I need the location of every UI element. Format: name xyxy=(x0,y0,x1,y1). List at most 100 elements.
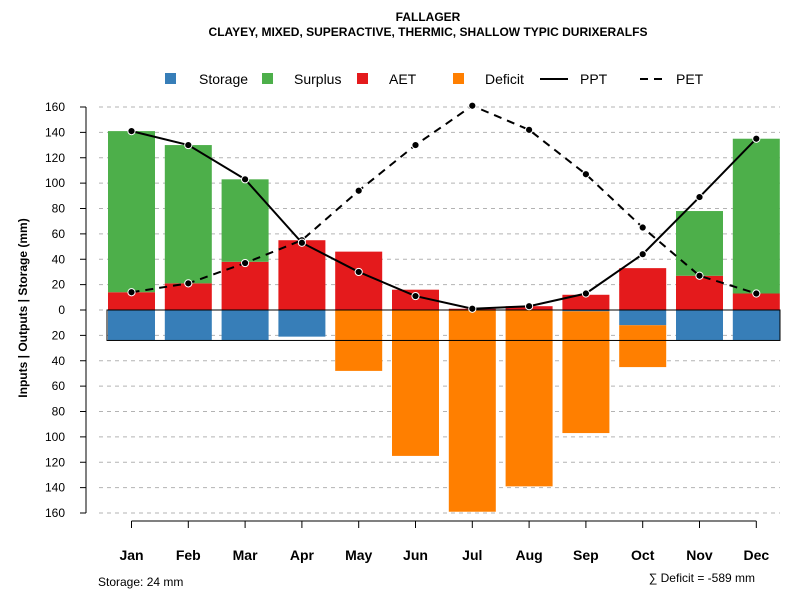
y-tick-label: 20 xyxy=(52,328,66,342)
storage-bar xyxy=(278,310,326,337)
storage-capacity-box xyxy=(106,309,781,341)
pet-point xyxy=(354,186,363,195)
pet-point xyxy=(581,170,591,179)
y-tick-label: 100 xyxy=(45,430,65,444)
ppt-point xyxy=(184,140,193,150)
month-label: Feb xyxy=(176,547,201,563)
pet-point xyxy=(752,289,761,298)
storage-note: Storage: 24 mm xyxy=(98,575,183,589)
legend-swatch-storage xyxy=(165,73,176,84)
ppt-point xyxy=(752,134,761,143)
y-tick-label: 160 xyxy=(45,506,65,520)
ppt-point xyxy=(468,304,477,313)
y-tick-label: 120 xyxy=(45,151,65,165)
ppt-point xyxy=(354,267,363,277)
y-tick-label: 20 xyxy=(52,278,66,292)
y-tick-label: 160 xyxy=(45,100,65,114)
aet-bar xyxy=(619,268,667,310)
deficit-bar xyxy=(562,311,610,434)
legend-swatch-surplus xyxy=(262,73,273,84)
aet-bar xyxy=(562,294,610,310)
bars xyxy=(106,131,781,512)
legend-label-surplus: Surplus xyxy=(294,71,341,87)
legend-label-ppt: PPT xyxy=(580,71,608,87)
pet-point xyxy=(525,125,534,134)
storage-bar xyxy=(108,310,155,341)
month-label: Dec xyxy=(743,547,769,563)
legend-label-storage: Storage xyxy=(199,71,248,87)
aet-bar xyxy=(676,275,723,310)
ppt-point xyxy=(525,302,534,311)
ppt-line xyxy=(131,130,758,310)
aet-bar xyxy=(108,292,155,310)
ppt-point xyxy=(127,127,136,136)
deficit-bar xyxy=(505,310,553,487)
deficit-bar xyxy=(619,325,667,368)
storage-bar xyxy=(221,310,269,341)
y-tick-label: 80 xyxy=(52,405,66,419)
legend-swatch-aet xyxy=(357,73,368,84)
y-tick-label: 60 xyxy=(52,379,66,393)
ppt-point xyxy=(638,250,647,259)
month-label: Nov xyxy=(686,547,713,563)
chart-subtitle: CLAYEY, MIXED, SUPERACTIVE, THERMIC, SHA… xyxy=(209,25,648,39)
month-label: Oct xyxy=(631,547,655,563)
pet-point xyxy=(411,140,420,150)
legend-label-pet: PET xyxy=(676,71,704,87)
ppt-point xyxy=(297,238,306,247)
month-label: Mar xyxy=(233,547,258,563)
month-label: Jan xyxy=(119,547,143,563)
storage-bar xyxy=(562,310,610,312)
ppt-point xyxy=(411,291,420,301)
y-tick-label: 140 xyxy=(45,481,65,495)
pet-point xyxy=(184,279,193,288)
axes: 160 140 120 100 80 60 40 20 0 20 40 60 80 100 120 140 16… xyxy=(45,100,769,563)
pet-point xyxy=(695,271,704,280)
pet-point xyxy=(241,258,250,268)
y-tick-label: 100 xyxy=(45,176,65,190)
deficit-bar xyxy=(392,310,439,456)
surplus-bar xyxy=(221,179,269,262)
legend-swatch-deficit xyxy=(453,73,464,84)
surplus-bar xyxy=(108,131,155,293)
month-label: Aug xyxy=(515,547,542,563)
aet-bar xyxy=(335,251,383,310)
aet-bar xyxy=(732,293,780,310)
ppt-point xyxy=(695,192,704,202)
storage-bar xyxy=(732,310,780,341)
month-label: Apr xyxy=(290,547,315,563)
month-label: Jul xyxy=(462,547,482,563)
y-tick-label: 40 xyxy=(52,252,66,266)
deficit-bar xyxy=(448,310,496,512)
month-label: May xyxy=(345,547,372,563)
y-tick-label: 120 xyxy=(45,455,65,469)
month-label: Sep xyxy=(573,547,599,563)
pet-line xyxy=(131,104,757,295)
legend-label-deficit: Deficit xyxy=(485,71,524,87)
pet-point xyxy=(468,101,477,110)
ppt-point xyxy=(581,289,591,298)
chart-legend: Storage Surplus AET Deficit PPT PET xyxy=(165,71,704,87)
surplus-bar xyxy=(164,145,212,284)
storage-bar xyxy=(619,310,667,326)
series-lines xyxy=(127,101,761,313)
y-tick-label: 140 xyxy=(45,125,65,139)
pet-point xyxy=(127,288,136,297)
deficit-note: ∑ Deficit = -589 mm xyxy=(649,571,755,585)
month-label: Jun xyxy=(403,547,428,563)
aet-bar xyxy=(164,283,212,310)
surplus-bar xyxy=(676,211,723,276)
y-tick-label: 80 xyxy=(52,202,66,216)
pet-point xyxy=(638,223,647,232)
storage-bar xyxy=(676,310,723,341)
chart-title: FALLAGER xyxy=(396,10,461,24)
aet-bar xyxy=(221,261,269,310)
legend-label-aet: AET xyxy=(389,71,417,87)
y-tick-label: 60 xyxy=(52,227,66,241)
surplus-bar xyxy=(732,138,780,294)
storage-bar xyxy=(164,310,212,341)
y-axis-label: Inputs | Outputs | Storage (mm) xyxy=(16,218,30,397)
y-tick-label: 40 xyxy=(52,354,66,368)
ppt-point xyxy=(241,175,250,184)
